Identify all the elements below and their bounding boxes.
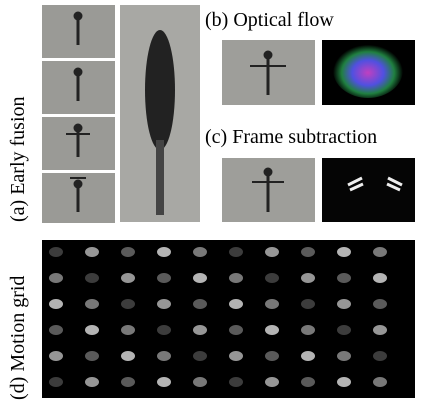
motion-cell (229, 351, 243, 361)
motion-cell (373, 377, 387, 387)
motion-cell (337, 377, 351, 387)
motion-cell (85, 325, 99, 335)
panel-c-label: (c) Frame subtraction (205, 126, 377, 148)
motion-cell (121, 273, 135, 283)
panel-a-label: (a) Early fusion (7, 96, 29, 222)
motion-cell (49, 299, 63, 309)
motion-cell (157, 273, 171, 283)
figure: (a) Early fusion (b) Optical flow (c) Fr… (0, 0, 437, 403)
motion-cell (265, 299, 279, 309)
motion-cell (49, 247, 63, 257)
motion-cell (301, 351, 315, 361)
motion-cell (265, 325, 279, 335)
motion-cell (373, 325, 387, 335)
motion-cell (49, 325, 63, 335)
flow-blob (333, 42, 403, 98)
motion-cell (373, 247, 387, 257)
motion-cell (157, 299, 171, 309)
motion-cell (157, 247, 171, 257)
motion-cell (193, 247, 207, 257)
motion-cell (121, 247, 135, 257)
motion-cell (121, 351, 135, 361)
motion-cell (193, 377, 207, 387)
motion-cell (265, 351, 279, 361)
motion-cell (265, 377, 279, 387)
panel-b-label: (b) Optical flow (205, 9, 334, 31)
motion-cell (229, 273, 243, 283)
motion-cell (337, 299, 351, 309)
motion-cell (337, 325, 351, 335)
motion-grid (42, 240, 415, 398)
motion-cell (193, 325, 207, 335)
motion-cell (121, 299, 135, 309)
motion-cell (301, 325, 315, 335)
motion-cell (49, 273, 63, 283)
motion-cell (85, 273, 99, 283)
motion-cell (265, 247, 279, 257)
motion-cell (301, 299, 315, 309)
motion-cell (157, 351, 171, 361)
motion-cell (85, 247, 99, 257)
motion-cell (85, 351, 99, 361)
motion-cell (121, 377, 135, 387)
motion-cell (229, 247, 243, 257)
motion-cell (301, 247, 315, 257)
motion-cell (373, 273, 387, 283)
motion-cell (85, 377, 99, 387)
page: (a) Early fusion (b) Optical flow (c) Fr… (0, 0, 437, 403)
motion-cell (49, 351, 63, 361)
motion-cell (337, 273, 351, 283)
motion-cell (301, 377, 315, 387)
motion-cell (157, 325, 171, 335)
motion-cell (373, 299, 387, 309)
motion-cell (193, 273, 207, 283)
motion-cell (49, 377, 63, 387)
motion-cell (229, 325, 243, 335)
motion-cell (193, 351, 207, 361)
motion-cell (85, 299, 99, 309)
motion-cell (373, 351, 387, 361)
motion-cell (121, 325, 135, 335)
motion-cell (193, 299, 207, 309)
motion-cell (337, 351, 351, 361)
frame-subtraction (322, 158, 415, 222)
fused-figure (145, 30, 175, 150)
panel-d-label: (d) Motion grid (7, 276, 29, 400)
motion-cell (265, 273, 279, 283)
motion-cell (157, 377, 171, 387)
frame-stack (42, 5, 115, 223)
motion-cell (337, 247, 351, 257)
motion-cell (301, 273, 315, 283)
motion-cell (229, 299, 243, 309)
motion-cell (229, 377, 243, 387)
